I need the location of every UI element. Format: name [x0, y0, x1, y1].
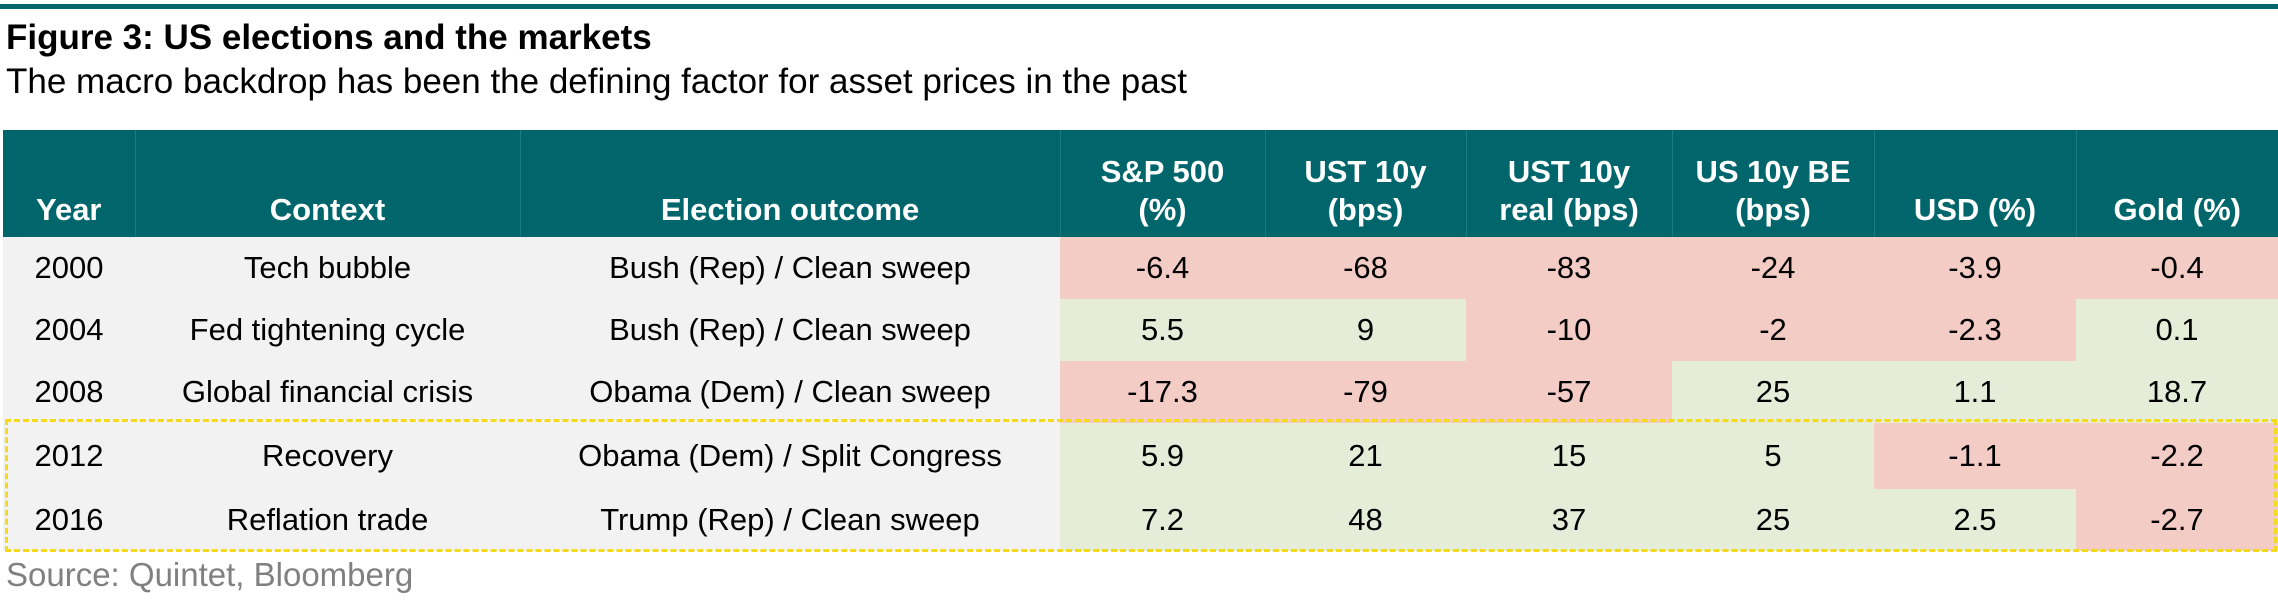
- cell-ust10y-real: -10: [1466, 299, 1672, 361]
- cell-outcome: Bush (Rep) / Clean sweep: [520, 299, 1060, 361]
- cell-year: 2008: [3, 361, 135, 423]
- header-ust10y: UST 10y (bps): [1264, 130, 1466, 237]
- table-row: 2008 Global financial crisis Obama (Dem)…: [3, 361, 2278, 423]
- cell-us10y-be: 25: [1672, 361, 1874, 423]
- top-rule: [0, 4, 2278, 9]
- cell-us10y-be: 25: [1672, 489, 1874, 551]
- cell-gold: -0.4: [2076, 237, 2278, 299]
- header-sp500-line1: S&P 500: [1100, 154, 1225, 189]
- cell-ust10y-real: 37: [1466, 489, 1672, 551]
- header-sp500-line2: (%): [1138, 192, 1187, 227]
- cell-context: Global financial crisis: [135, 361, 520, 423]
- cell-gold: -2.2: [2076, 423, 2278, 489]
- header-ust10y-real-line1: UST 10y: [1507, 154, 1631, 189]
- source-note: Source: Quintet, Bloomberg: [6, 556, 414, 593]
- header-gold: Gold (%): [2075, 130, 2278, 237]
- cell-context: Tech bubble: [135, 237, 520, 299]
- cell-sp500: 5.5: [1060, 299, 1265, 361]
- cell-year: 2004: [3, 299, 135, 361]
- header-us10y-be-line1: US 10y BE: [1695, 154, 1851, 189]
- cell-ust10y-real: -83: [1466, 237, 1672, 299]
- cell-sp500: -17.3: [1060, 361, 1265, 423]
- cell-usd: -3.9: [1874, 237, 2076, 299]
- cell-gold: -2.7: [2076, 489, 2278, 551]
- elections-markets-table: Year Context Election outcome S&P 500 (%)…: [3, 130, 2278, 551]
- header-sp500: S&P 500 (%): [1059, 130, 1265, 237]
- cell-gold: 18.7: [2076, 361, 2278, 423]
- cell-usd: 2.5: [1874, 489, 2076, 551]
- cell-us10y-be: -2: [1672, 299, 1874, 361]
- table-row: 2016 Reflation trade Trump (Rep) / Clean…: [3, 489, 2278, 551]
- cell-year: 2000: [3, 237, 135, 299]
- header-usd: USD (%): [1873, 130, 2076, 237]
- header-election-outcome: Election outcome: [519, 130, 1060, 237]
- cell-year: 2016: [3, 489, 135, 551]
- cell-sp500: -6.4: [1060, 237, 1265, 299]
- cell-sp500: 5.9: [1060, 423, 1265, 489]
- cell-ust10y: 48: [1265, 489, 1466, 551]
- table-row: 2000 Tech bubble Bush (Rep) / Clean swee…: [3, 237, 2278, 299]
- cell-outcome: Obama (Dem) / Split Congress: [520, 423, 1060, 489]
- cell-context: Reflation trade: [135, 489, 520, 551]
- header-us10y-be: US 10y BE (bps): [1671, 130, 1874, 237]
- header-row: Year Context Election outcome S&P 500 (%)…: [3, 130, 2278, 237]
- figure-subtitle: The macro backdrop has been the defining…: [6, 62, 1187, 101]
- table-row: 2004 Fed tightening cycle Bush (Rep) / C…: [3, 299, 2278, 361]
- cell-us10y-be: -24: [1672, 237, 1874, 299]
- cell-ust10y: 21: [1265, 423, 1466, 489]
- header-ust10y-line1: UST 10y: [1304, 154, 1427, 189]
- cell-usd: 1.1: [1874, 361, 2076, 423]
- header-us10y-be-line2: (bps): [1735, 192, 1811, 227]
- cell-sp500: 7.2: [1060, 489, 1265, 551]
- cell-context: Recovery: [135, 423, 520, 489]
- figure-title: Figure 3: US elections and the markets: [6, 18, 652, 57]
- cell-ust10y: 9: [1265, 299, 1466, 361]
- cell-year: 2012: [3, 423, 135, 489]
- header-ust10y-real-line2: real (bps): [1499, 192, 1639, 227]
- cell-context: Fed tightening cycle: [135, 299, 520, 361]
- cell-ust10y-real: -57: [1466, 361, 1672, 423]
- cell-outcome: Trump (Rep) / Clean sweep: [520, 489, 1060, 551]
- cell-usd: -1.1: [1874, 423, 2076, 489]
- table-row: 2012 Recovery Obama (Dem) / Split Congre…: [3, 423, 2278, 489]
- cell-ust10y-real: 15: [1466, 423, 1672, 489]
- cell-outcome: Bush (Rep) / Clean sweep: [520, 237, 1060, 299]
- cell-usd: -2.3: [1874, 299, 2076, 361]
- header-ust10y-real: UST 10y real (bps): [1465, 130, 1672, 237]
- cell-gold: 0.1: [2076, 299, 2278, 361]
- header-year: Year: [3, 130, 135, 237]
- cell-us10y-be: 5: [1672, 423, 1874, 489]
- header-context: Context: [134, 130, 520, 237]
- cell-outcome: Obama (Dem) / Clean sweep: [520, 361, 1060, 423]
- header-ust10y-line2: (bps): [1327, 192, 1404, 227]
- cell-ust10y: -79: [1265, 361, 1466, 423]
- cell-ust10y: -68: [1265, 237, 1466, 299]
